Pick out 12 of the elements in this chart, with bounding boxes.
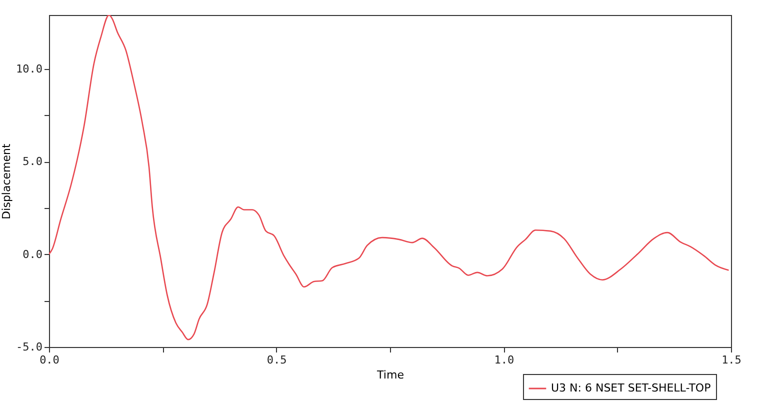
y-tick-label: 0.0 xyxy=(22,248,42,261)
legend-label: U3 N: 6 NSET SET-SHELL-TOP xyxy=(551,382,712,394)
x-tick-label: 0.0 xyxy=(40,354,60,366)
y-axis-title: Displacement xyxy=(0,143,14,220)
x-tick-label: 1.0 xyxy=(494,354,514,366)
y-tick-label: 5.0 xyxy=(22,155,42,168)
x-tick-label: 0.5 xyxy=(266,354,287,366)
x-axis-title: Time xyxy=(376,368,404,382)
y-tick-label: -5.0 xyxy=(16,340,42,354)
y-tick-label: 10.0 xyxy=(16,62,42,76)
line-series xyxy=(49,15,730,340)
x-tick-label: 1.5 xyxy=(722,354,742,366)
